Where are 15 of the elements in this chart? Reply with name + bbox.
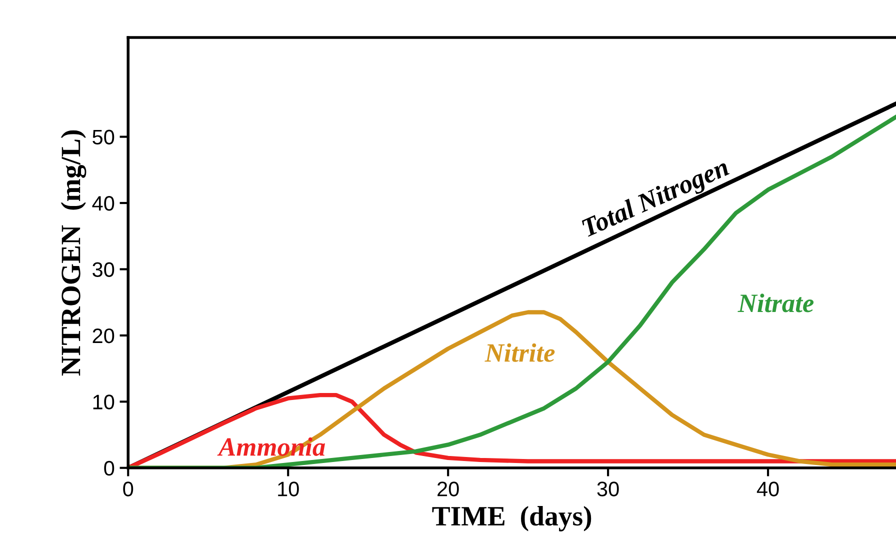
y-tick-label: 30 — [92, 262, 114, 277]
x-tick-label: 10 — [278, 482, 299, 496]
y-tick-label: 40 — [92, 196, 114, 211]
y-tick-label: 0 — [104, 460, 114, 476]
y-tick-label: 50 — [92, 130, 114, 145]
x-tick-label: 0 — [123, 482, 134, 496]
x-axis-title: TIME (days) — [432, 506, 592, 532]
x-tick-label: 20 — [438, 482, 459, 496]
text: Nitrate — [738, 294, 814, 312]
x-tick-label: 30 — [597, 482, 619, 496]
y-tick-label: 20 — [92, 328, 114, 344]
y-axis-title: NITROGEN (mg/L) — [60, 130, 86, 376]
y-tick-label: 10 — [93, 394, 114, 410]
x-tick-label: 40 — [756, 482, 779, 496]
series-label: Nitrite — [484, 343, 555, 362]
